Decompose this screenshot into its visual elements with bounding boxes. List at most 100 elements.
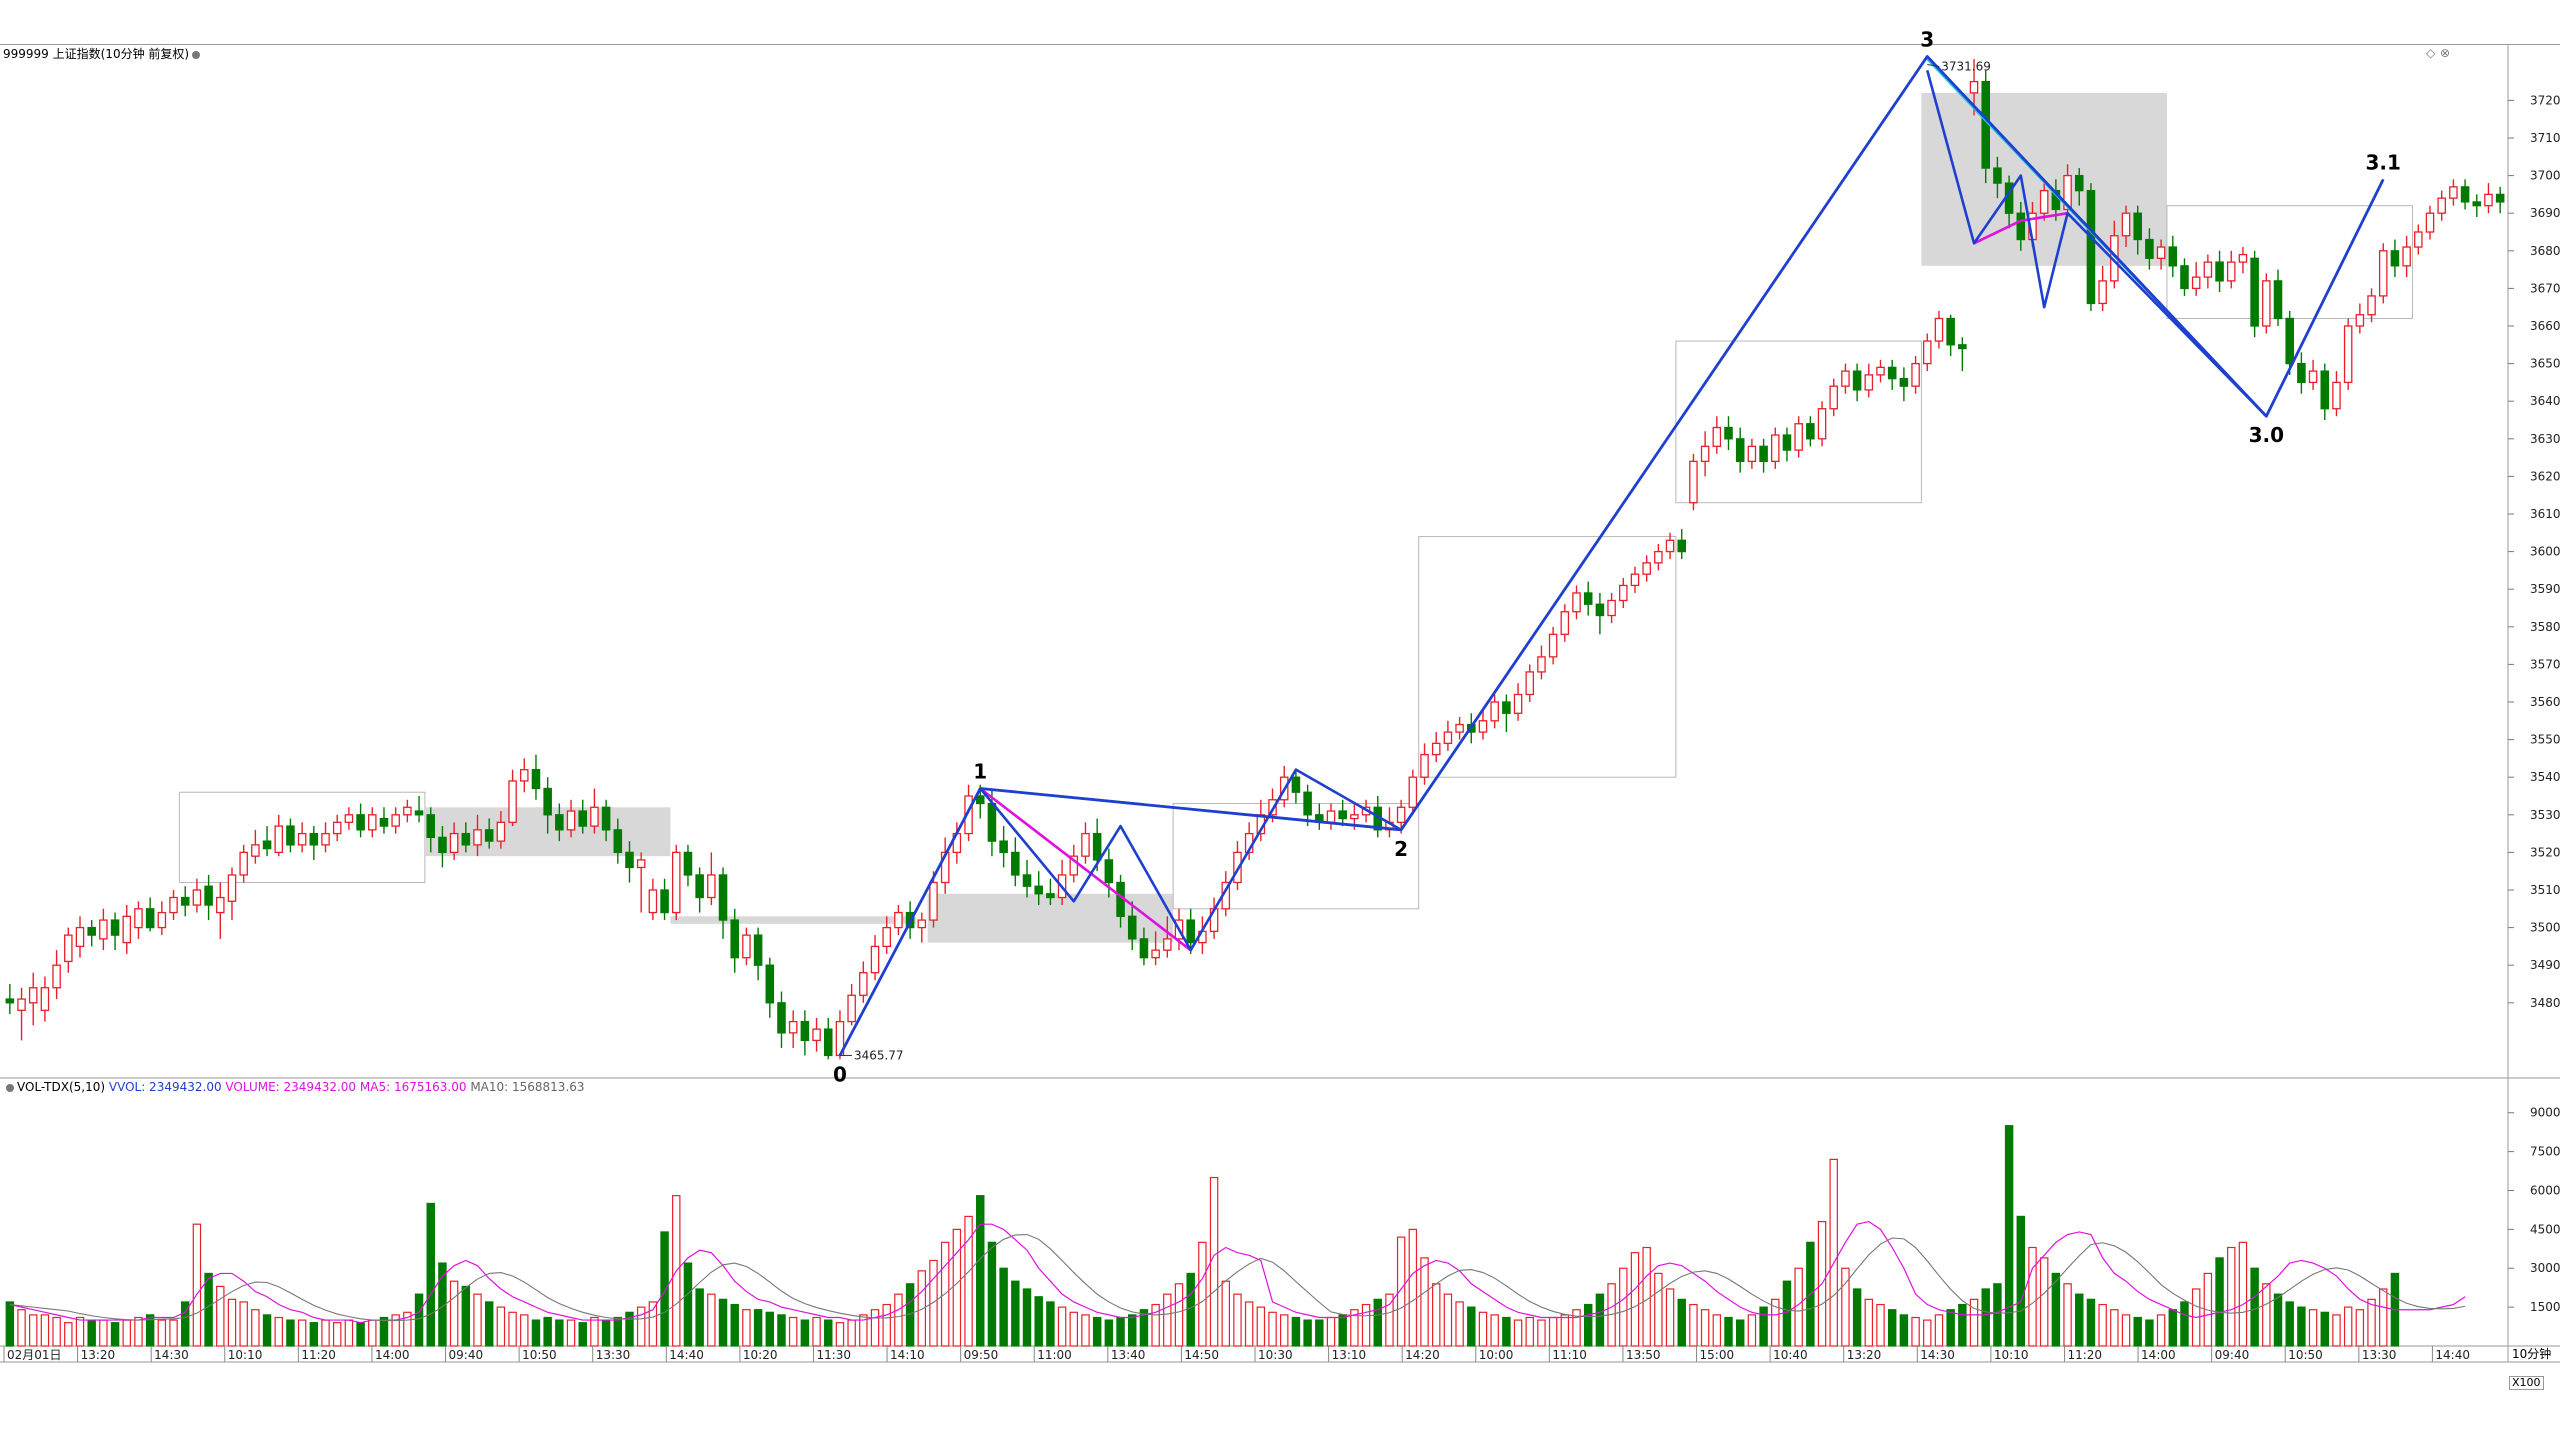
- candle-down: [2145, 238, 2154, 259]
- time-tick-label: 10:20: [743, 1348, 778, 1362]
- volume-bar-down: [1315, 1319, 1324, 1347]
- candle-up: [1069, 855, 1079, 876]
- volume-bar-up: [929, 1259, 938, 1347]
- ma5-value: MA5: 1675163.00: [359, 1080, 467, 1094]
- volume-bar-down: [1467, 1306, 1476, 1347]
- candle-up: [1607, 599, 1616, 617]
- candle-up: [64, 934, 73, 963]
- volume-bar-up: [870, 1309, 880, 1347]
- volume-bar-up: [1525, 1316, 1534, 1347]
- restore-icon[interactable]: ◇: [2426, 46, 2436, 60]
- candle-down: [426, 814, 436, 839]
- settings-icon[interactable]: [192, 51, 201, 59]
- volume-bar-up: [2156, 1314, 2166, 1347]
- candle-up: [216, 896, 225, 914]
- price-tick-label: 3500: [2530, 921, 2560, 935]
- candle-down: [777, 1002, 786, 1034]
- volume-bar-up: [882, 1303, 891, 1347]
- time-tick-label: 14:00: [375, 1348, 410, 1362]
- candle-up: [2367, 295, 2376, 316]
- volume-bar-up: [2227, 1246, 2236, 1347]
- volume-bar-up: [952, 1228, 962, 1347]
- volume-bar-up: [1443, 1293, 1453, 1347]
- candle-up: [2332, 381, 2341, 410]
- volume-bar-down: [414, 1293, 424, 1347]
- time-tick-label: 11:00: [1037, 1348, 1072, 1362]
- volume-bar-up: [2039, 1257, 2049, 1347]
- candle-down: [753, 934, 763, 966]
- candle-down: [1022, 874, 1032, 887]
- volume-bar-up: [227, 1298, 237, 1347]
- volume-bar-down: [309, 1322, 319, 1347]
- candle-down: [1186, 919, 1195, 944]
- candle-up: [1326, 810, 1336, 823]
- candle-up: [1864, 374, 1874, 391]
- time-tick-label: 14:50: [1184, 1348, 1219, 1362]
- indicator-settings-icon[interactable]: [6, 1084, 14, 1092]
- top-divider: [0, 44, 2560, 45]
- candle-down: [543, 787, 552, 816]
- price-tick-label: 3600: [2530, 545, 2560, 559]
- volume-bar-down: [1724, 1316, 1733, 1347]
- time-tick-label: 09:40: [449, 1348, 484, 1362]
- price-tick-label: 3570: [2530, 657, 2560, 671]
- candle-up: [1630, 573, 1640, 587]
- time-tick-label: 10:30: [1258, 1348, 1293, 1362]
- volume-bar-up: [2343, 1306, 2353, 1347]
- sub-wave-blue-line: [1926, 69, 2268, 418]
- volume-bar-up: [1841, 1267, 1850, 1347]
- volume-bar-down: [145, 1314, 155, 1347]
- volume-bar-down: [718, 1298, 728, 1347]
- candle-down: [1583, 592, 1593, 605]
- volume-bar-up: [1151, 1303, 1160, 1347]
- candle-up: [1151, 949, 1160, 959]
- price-tick-label: 3520: [2530, 845, 2560, 859]
- volume-bar-down: [976, 1195, 985, 1347]
- candle-up: [99, 919, 108, 940]
- volume-bar-down: [1128, 1314, 1137, 1347]
- volume-bar-down: [2004, 1125, 2014, 1347]
- volume-bar-up: [1934, 1314, 1944, 1347]
- candle-up: [671, 851, 681, 914]
- volume-bar-up: [332, 1322, 342, 1347]
- time-tick-label: 13:20: [81, 1348, 116, 1362]
- volume-bar-up: [566, 1319, 576, 1347]
- candle-down: [695, 874, 704, 899]
- candle-up: [707, 874, 716, 899]
- volume-bar-down: [1583, 1303, 1593, 1347]
- time-tick-label: 13:30: [2362, 1348, 2397, 1362]
- volume-bar-down: [461, 1285, 471, 1347]
- volume-bar-down: [1011, 1280, 1020, 1347]
- volume-bar-up: [321, 1319, 330, 1347]
- candle-up: [2121, 212, 2131, 237]
- volume-bar-down: [2180, 1301, 2189, 1347]
- time-tick-label: 10:10: [228, 1348, 263, 1362]
- volume-bar-down: [1139, 1309, 1149, 1347]
- volume-bar-down: [426, 1202, 435, 1347]
- volume-bar-up: [648, 1301, 658, 1347]
- time-tick-label: 13:20: [1847, 1348, 1882, 1362]
- volume-bar-up: [1478, 1311, 1488, 1347]
- time-tick-label: 14:30: [154, 1348, 189, 1362]
- volume-bar-down: [625, 1311, 634, 1347]
- volume-bar-up: [917, 1270, 927, 1347]
- volume-bar-down: [262, 1314, 272, 1347]
- volume-bar-down: [286, 1319, 295, 1347]
- volume-bar-down: [2320, 1311, 2330, 1347]
- close-icon[interactable]: ⊗: [2440, 46, 2451, 60]
- volume-bar-down: [660, 1231, 669, 1347]
- volume-bar-up: [707, 1293, 716, 1347]
- candle-up: [1771, 434, 1780, 463]
- ma10-value: MA10: 1568813.63: [470, 1080, 585, 1094]
- candle-down: [1806, 423, 1815, 440]
- instrument-label: 999999 上证指数(10分钟 前复权): [3, 47, 190, 61]
- volume-bar-down: [1502, 1316, 1511, 1347]
- volume-bar-up: [274, 1316, 283, 1347]
- candle-down: [1946, 317, 1955, 346]
- volume-bar-up: [391, 1314, 400, 1347]
- price-tick-label: 3680: [2530, 244, 2560, 258]
- candle-up: [1794, 423, 1803, 451]
- time-tick-label: 14:30: [1920, 1348, 1955, 1362]
- volume-bar-up: [192, 1223, 202, 1347]
